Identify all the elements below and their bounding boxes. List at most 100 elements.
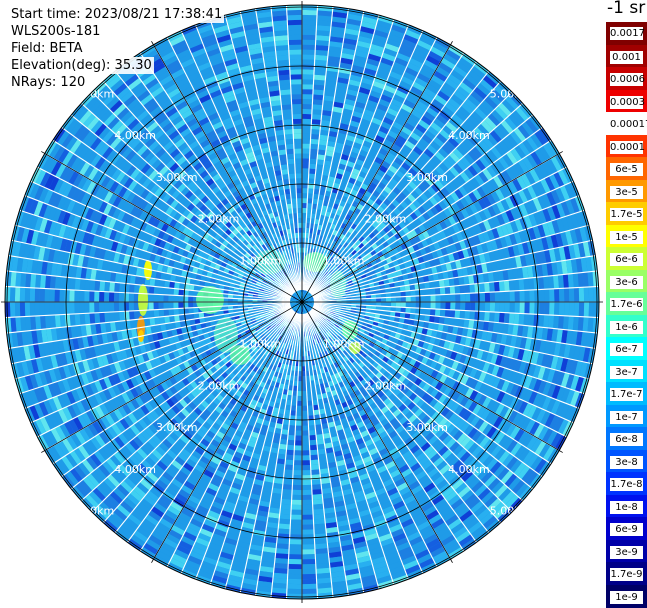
range-cell	[340, 267, 347, 273]
range-cell	[306, 218, 311, 224]
range-cell	[522, 325, 529, 338]
range-cell	[517, 348, 525, 361]
range-cell	[456, 221, 465, 232]
range-cell	[577, 272, 584, 288]
range-cell	[416, 72, 431, 84]
range-cell	[302, 99, 313, 105]
range-cell	[322, 284, 327, 289]
range-cell	[316, 25, 331, 32]
range-cell	[559, 185, 570, 201]
range-cell	[392, 421, 402, 431]
range-cell	[497, 467, 510, 481]
range-cell	[579, 210, 589, 227]
range-cell	[444, 409, 455, 421]
range-cell	[473, 504, 488, 518]
range-cell	[350, 407, 359, 416]
range-cell	[356, 275, 363, 281]
range-cell	[453, 65, 468, 78]
range-cell	[378, 496, 391, 506]
range-cell	[399, 550, 415, 561]
range-cell	[277, 528, 291, 535]
range-cell	[480, 470, 494, 484]
range-cell	[438, 109, 452, 122]
range-cell	[336, 515, 349, 522]
range-cell	[317, 448, 326, 455]
range-cell	[343, 563, 359, 571]
range-cell	[468, 357, 477, 368]
range-cell	[543, 314, 550, 328]
range-cell	[375, 289, 381, 295]
range-cell	[366, 58, 380, 67]
range-cell	[328, 466, 338, 474]
range-cell	[504, 302, 510, 313]
range-cell	[302, 242, 306, 248]
range-cell	[285, 399, 292, 406]
range-cell	[515, 336, 522, 349]
range-cell	[328, 336, 334, 342]
range-cell	[555, 187, 566, 203]
range-cell	[443, 366, 452, 377]
range-cell	[309, 439, 317, 446]
range-cell	[388, 430, 398, 439]
range-cell	[447, 204, 457, 216]
range-cell	[302, 583, 317, 590]
range-cell	[553, 247, 562, 262]
range-cell	[332, 106, 344, 114]
range-cell	[364, 242, 372, 249]
range-cell	[475, 292, 481, 302]
range-cell	[318, 319, 323, 325]
range-cell	[497, 270, 504, 282]
range-cell	[343, 144, 353, 152]
range-cell	[325, 150, 334, 157]
range-cell	[339, 252, 346, 258]
range-cell	[523, 201, 534, 216]
range-cell	[339, 346, 346, 352]
range-cell	[369, 165, 379, 174]
range-cell	[368, 358, 376, 365]
range-cell	[520, 416, 532, 431]
range-cell	[455, 259, 462, 270]
range-cell	[366, 252, 373, 259]
range-cell	[426, 343, 434, 352]
range-cell	[545, 354, 554, 369]
range-cell	[523, 375, 533, 389]
range-cell	[314, 64, 327, 71]
range-cell	[343, 315, 350, 320]
range-cell	[386, 401, 395, 410]
range-cell	[321, 114, 332, 122]
range-cell	[349, 445, 359, 453]
range-cell	[578, 242, 586, 258]
range-cell	[330, 320, 336, 326]
range-cell	[334, 350, 340, 356]
range-cell	[479, 511, 495, 526]
range-cell	[371, 117, 383, 126]
range-cell	[317, 332, 322, 338]
range-cell	[579, 226, 588, 243]
range-cell	[380, 177, 390, 186]
range-cell	[306, 303, 312, 306]
range-cell	[326, 60, 340, 68]
range-cell	[417, 183, 428, 193]
range-cell	[424, 335, 432, 344]
range-cell	[277, 533, 290, 540]
range-cell	[273, 567, 288, 574]
range-cell	[575, 331, 583, 347]
range-cell	[542, 208, 552, 223]
range-cell	[450, 93, 464, 106]
range-cell	[342, 553, 357, 562]
range-cell	[383, 439, 394, 448]
range-cell	[560, 387, 571, 404]
range-cell	[441, 420, 452, 432]
range-cell	[290, 509, 302, 515]
range-cell	[497, 81, 512, 96]
range-cell	[452, 162, 464, 175]
range-cell	[548, 248, 557, 263]
range-cell	[443, 340, 451, 350]
range-cell	[461, 327, 469, 337]
range-cell	[421, 529, 436, 541]
range-cell	[319, 408, 326, 415]
range-cell	[542, 222, 551, 237]
range-cell	[430, 288, 436, 296]
range-cell	[394, 286, 401, 293]
range-cell	[428, 243, 436, 253]
